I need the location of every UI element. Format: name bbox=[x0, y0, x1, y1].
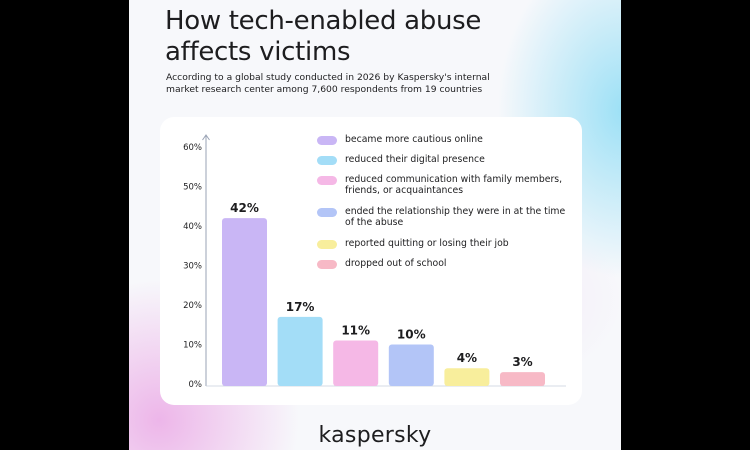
legend-item: reduced communication with family member… bbox=[317, 174, 575, 196]
y-tick-label: 0% bbox=[189, 380, 203, 390]
legend-label-line: became more cautious online bbox=[345, 134, 483, 145]
legend-item: became more cautious online bbox=[317, 134, 575, 145]
bar-value-label: 11% bbox=[341, 324, 370, 338]
legend-label: reported quitting or losing their job bbox=[345, 238, 575, 249]
legend-swatch bbox=[317, 156, 337, 165]
legend-swatch bbox=[317, 136, 337, 145]
bar-value-label: 10% bbox=[397, 328, 426, 342]
page-title: How tech-enabled abuse affects victims bbox=[165, 6, 605, 68]
title-line-2: affects victims bbox=[165, 37, 351, 67]
legend-label-line: ended the relationship they were in at t… bbox=[345, 206, 566, 217]
y-tick-label: 60% bbox=[183, 143, 202, 153]
legend-label-line: reduced communication with family member… bbox=[345, 174, 563, 185]
legend-label: ended the relationship they were in at t… bbox=[345, 206, 575, 228]
bar bbox=[222, 218, 267, 386]
title-line-1: How tech-enabled abuse bbox=[165, 6, 482, 36]
legend-item: reported quitting or losing their job bbox=[317, 238, 575, 249]
y-tick-label: 30% bbox=[183, 262, 202, 272]
y-tick-label: 10% bbox=[183, 341, 202, 351]
y-tick-label: 40% bbox=[183, 222, 202, 232]
legend-item: reduced their digital presence bbox=[317, 154, 575, 165]
legend-swatch bbox=[317, 240, 337, 249]
bar-value-label: 4% bbox=[457, 351, 477, 365]
bar bbox=[388, 344, 434, 386]
legend-label: became more cautious online bbox=[345, 134, 575, 145]
y-tick-label: 50% bbox=[183, 183, 202, 193]
bar bbox=[333, 340, 379, 386]
legend-label-line: reduced their digital presence bbox=[345, 154, 485, 165]
page-subtitle: According to a global study conducted in… bbox=[166, 72, 496, 96]
subtitle-line-2: market research center among 7,600 respo… bbox=[166, 84, 483, 95]
legend-label-line: reported quitting or losing their job bbox=[345, 238, 509, 249]
legend-label: reduced their digital presence bbox=[345, 154, 575, 165]
legend-swatch bbox=[317, 208, 337, 217]
legend-label-line: of the abuse bbox=[345, 217, 404, 228]
legend-item: ended the relationship they were in at t… bbox=[317, 206, 575, 228]
bar bbox=[277, 316, 323, 386]
y-tick-label: 20% bbox=[183, 301, 202, 311]
legend-label: dropped out of school bbox=[345, 258, 575, 269]
subtitle-line-1: According to a global study conducted in… bbox=[166, 72, 490, 83]
y-axis-arrow-icon bbox=[202, 134, 210, 141]
legend-label-line: friends, or acquaintances bbox=[345, 185, 464, 196]
bar-value-label: 42% bbox=[230, 201, 259, 215]
legend-swatch bbox=[317, 176, 337, 185]
brand-logo: kaspersky bbox=[318, 423, 432, 448]
bar-value-label: 3% bbox=[512, 355, 532, 369]
bar-value-label: 17% bbox=[286, 300, 315, 314]
bar bbox=[444, 368, 490, 386]
legend-label-line: dropped out of school bbox=[345, 258, 447, 269]
legend-swatch bbox=[317, 260, 337, 269]
bar bbox=[500, 372, 545, 386]
legend-label: reduced communication with family member… bbox=[345, 174, 575, 196]
legend-item: dropped out of school bbox=[317, 258, 575, 269]
